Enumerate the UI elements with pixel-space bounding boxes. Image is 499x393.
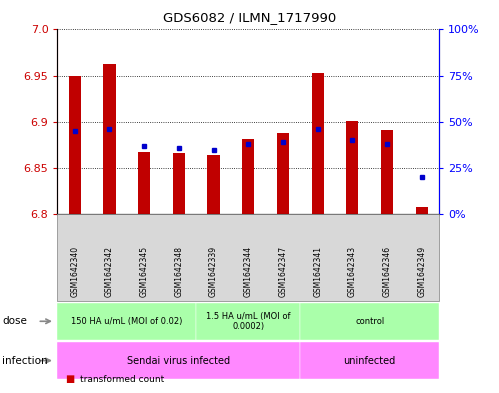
Text: GSM1642342: GSM1642342 [105,246,114,297]
Text: GSM1642341: GSM1642341 [313,246,322,297]
Text: GSM1642345: GSM1642345 [140,246,149,297]
Text: infection: infection [2,356,48,365]
Text: ■: ■ [65,375,74,384]
Bar [138,152,150,214]
Bar [103,64,115,214]
Text: GSM1642349: GSM1642349 [417,246,426,297]
Text: GSM1642344: GSM1642344 [244,246,253,297]
Bar [346,121,358,214]
Text: GSM1642343: GSM1642343 [348,246,357,297]
Text: GSM1642347: GSM1642347 [278,246,287,297]
Text: GSM1642348: GSM1642348 [174,246,183,297]
Text: transformed count: transformed count [80,375,164,384]
Text: control: control [355,317,384,326]
Text: dose: dose [2,316,27,326]
Bar [277,133,289,214]
Bar [311,73,324,214]
Bar [173,153,185,214]
Text: GSM1642340: GSM1642340 [70,246,79,297]
Text: uninfected: uninfected [344,356,396,365]
Bar [381,130,393,214]
Text: Sendai virus infected: Sendai virus infected [127,356,231,365]
Bar [242,140,254,214]
Text: GSM1642339: GSM1642339 [209,246,218,297]
Bar [416,207,428,214]
Bar [69,76,81,214]
Text: GDS6082 / ILMN_1717990: GDS6082 / ILMN_1717990 [163,11,336,24]
Text: 150 HA u/mL (MOI of 0.02): 150 HA u/mL (MOI of 0.02) [71,317,183,326]
Text: GSM1642346: GSM1642346 [383,246,392,297]
Text: 1.5 HA u/mL (MOI of
0.0002): 1.5 HA u/mL (MOI of 0.0002) [206,312,290,331]
Bar [208,155,220,214]
